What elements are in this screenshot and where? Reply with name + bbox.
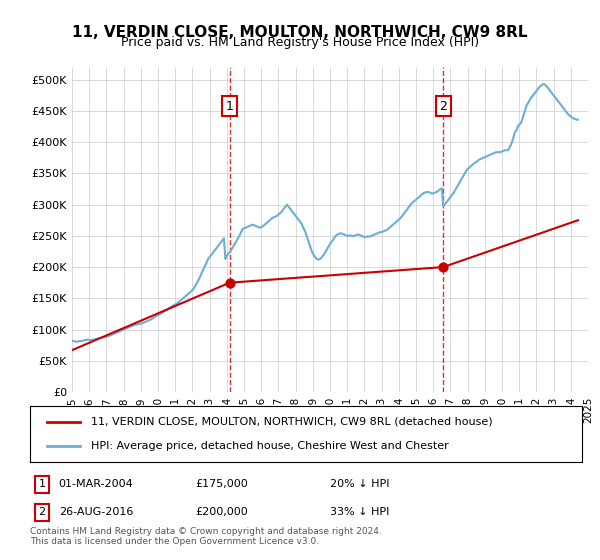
Text: 11, VERDIN CLOSE, MOULTON, NORTHWICH, CW9 8RL (detached house): 11, VERDIN CLOSE, MOULTON, NORTHWICH, CW… [91,417,493,427]
Text: HPI: Average price, detached house, Cheshire West and Chester: HPI: Average price, detached house, Ches… [91,441,448,451]
Point [439,263,448,272]
Text: £200,000: £200,000 [196,507,248,517]
Text: 01-MAR-2004: 01-MAR-2004 [59,479,133,489]
Text: Price paid vs. HM Land Registry's House Price Index (HPI): Price paid vs. HM Land Registry's House … [121,36,479,49]
Text: 1: 1 [38,479,46,489]
Point [225,278,235,287]
Text: 11, VERDIN CLOSE, MOULTON, NORTHWICH, CW9 8RL: 11, VERDIN CLOSE, MOULTON, NORTHWICH, CW… [72,25,528,40]
Text: 33% ↓ HPI: 33% ↓ HPI [331,507,389,517]
Text: 2: 2 [38,507,46,517]
Text: 26-AUG-2016: 26-AUG-2016 [59,507,133,517]
Text: 1: 1 [226,100,233,113]
Text: 2: 2 [439,100,447,113]
Text: £175,000: £175,000 [196,479,248,489]
Text: Contains HM Land Registry data © Crown copyright and database right 2024.
This d: Contains HM Land Registry data © Crown c… [30,526,382,546]
Text: 20% ↓ HPI: 20% ↓ HPI [330,479,390,489]
